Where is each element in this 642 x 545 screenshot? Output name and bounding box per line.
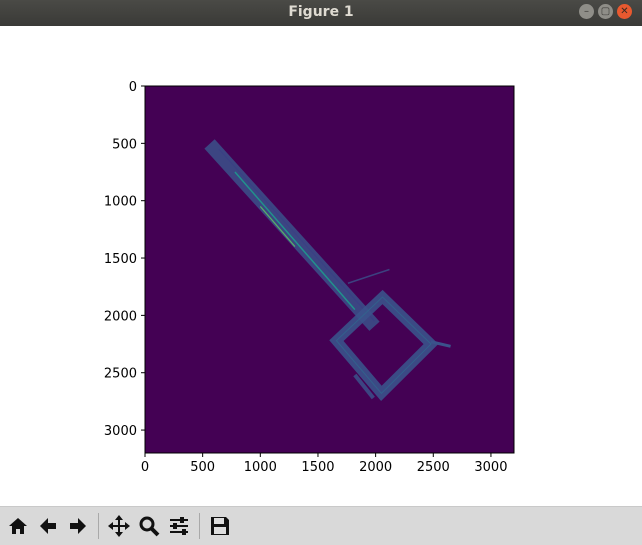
- home-icon[interactable]: [5, 513, 31, 539]
- forward-arrow-icon[interactable]: [65, 513, 91, 539]
- plot-canvas[interactable]: 0 500 1000 1500 2000 2500 3000 0 500 1000 1500 2000…: [0, 26, 642, 506]
- x-tick-label: 500: [190, 460, 215, 475]
- pan-icon[interactable]: [106, 513, 132, 539]
- maximize-icon[interactable]: ▢: [598, 4, 613, 19]
- spur-up: [347, 268, 390, 284]
- x-tick-label: 2500: [417, 460, 450, 475]
- y-tick-label: 2000: [104, 309, 137, 324]
- corridor-edge: [218, 148, 375, 322]
- x-tick-label: 3000: [474, 460, 507, 475]
- toolbar-separator: [199, 513, 200, 539]
- zoom-icon[interactable]: [136, 513, 162, 539]
- tail-segment: [353, 373, 375, 400]
- x-tick-label: 1000: [244, 460, 277, 475]
- close-icon[interactable]: ✕: [617, 4, 632, 19]
- navigation-toolbar: [0, 506, 642, 545]
- x-tick-label: 0: [141, 460, 149, 475]
- corridor-highlight: [259, 206, 296, 247]
- save-icon[interactable]: [207, 513, 233, 539]
- y-tick-label: 0: [129, 80, 137, 95]
- y-tick-label: 500: [112, 137, 137, 152]
- corridor-centerline: [234, 171, 356, 311]
- back-arrow-icon[interactable]: [35, 513, 61, 539]
- y-tick-label: 1000: [104, 195, 137, 210]
- spur-right: [430, 340, 451, 348]
- title-bar[interactable]: Figure 1 – ▢ ✕: [0, 0, 642, 26]
- window-title: Figure 1: [288, 4, 354, 20]
- y-tick-label: 3000: [104, 424, 137, 439]
- y-tick-label: 2500: [104, 367, 137, 382]
- x-tick-label: 1500: [301, 460, 334, 475]
- configure-subplots-icon[interactable]: [166, 513, 192, 539]
- x-tick-label: 2000: [359, 460, 392, 475]
- heatmap-plot[interactable]: 0 500 1000 1500 2000 2500 3000 0 500 1000 1500 2000…: [0, 26, 642, 506]
- minimize-icon[interactable]: –: [579, 4, 594, 19]
- loop-centerline: [335, 296, 432, 395]
- axes-frame: [144, 85, 515, 454]
- y-tick-label: 1500: [104, 252, 137, 267]
- toolbar-separator: [98, 513, 99, 539]
